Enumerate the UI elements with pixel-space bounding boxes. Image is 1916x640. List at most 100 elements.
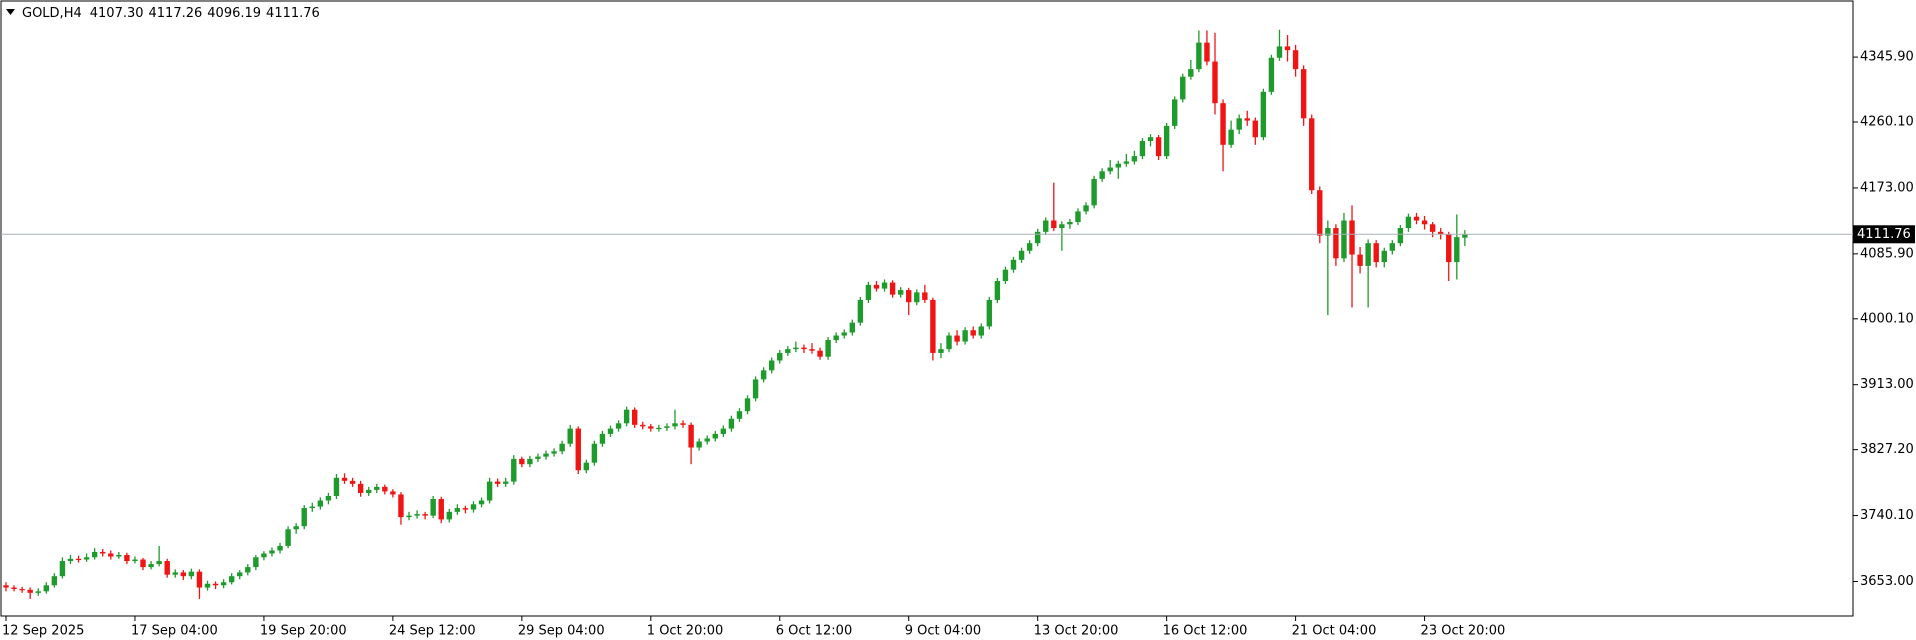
candle-body xyxy=(503,481,509,484)
candle-body xyxy=(156,561,162,565)
candle-body xyxy=(237,572,243,577)
candle-body xyxy=(640,424,646,427)
candle-body xyxy=(1292,50,1299,70)
candle-body xyxy=(535,456,541,459)
candle-body xyxy=(1341,220,1347,259)
y-tick-label: 4260.10 xyxy=(1860,115,1914,130)
candle-body xyxy=(390,491,396,495)
candle-body xyxy=(19,589,25,591)
y-tick-label: 3827.20 xyxy=(1860,442,1914,457)
candle-body xyxy=(511,458,517,482)
candle-body xyxy=(277,545,283,551)
candle-body xyxy=(59,561,66,577)
candle-body xyxy=(1284,46,1291,51)
candle-body xyxy=(132,559,138,562)
candle-body xyxy=(1462,234,1468,238)
candle-body xyxy=(1083,205,1089,212)
candle-body xyxy=(664,426,670,428)
candle-body xyxy=(946,335,952,350)
candle-body xyxy=(1123,161,1130,164)
candle-body xyxy=(188,571,195,577)
candle-body xyxy=(1155,137,1162,157)
candle-body xyxy=(1018,250,1025,260)
candle-body xyxy=(108,553,114,557)
candle-body xyxy=(1373,243,1379,263)
candle-body xyxy=(1446,234,1452,263)
candle-body xyxy=(793,347,799,350)
candle-body xyxy=(1099,171,1105,179)
candle-body xyxy=(1026,243,1033,251)
candle-body xyxy=(478,500,485,505)
candle-body xyxy=(889,282,896,295)
candle-body xyxy=(27,589,33,593)
candle-body xyxy=(1034,231,1041,244)
candle-body xyxy=(357,483,364,493)
candle-body xyxy=(1147,137,1154,142)
candle-body xyxy=(914,292,920,303)
candle-body xyxy=(1325,228,1331,236)
candle-body xyxy=(1429,224,1436,232)
candle-body xyxy=(696,441,702,448)
candle-body xyxy=(1413,216,1420,221)
candle-body xyxy=(769,360,775,371)
candle-body xyxy=(1421,220,1428,225)
candle-body xyxy=(116,554,122,557)
candle-body xyxy=(212,583,219,586)
x-tick-label: 24 Sep 12:00 xyxy=(389,624,476,639)
x-tick-label: 19 Sep 20:00 xyxy=(260,624,347,639)
candle-body xyxy=(591,443,598,463)
collapse-arrow xyxy=(6,9,15,15)
candle-body xyxy=(333,477,340,496)
candle-body xyxy=(446,511,452,520)
candle-body xyxy=(1252,120,1258,138)
candle-body xyxy=(777,352,783,361)
candle-body xyxy=(11,587,17,590)
candle-body xyxy=(430,498,436,516)
candle-body xyxy=(1300,69,1307,119)
candle-body xyxy=(1317,190,1323,236)
candle-body xyxy=(1043,220,1049,232)
y-tick-label: 3913.00 xyxy=(1860,377,1914,392)
candle-body xyxy=(301,508,307,527)
x-tick-label: 1 Oct 20:00 xyxy=(647,624,723,639)
candle-body xyxy=(1051,220,1057,229)
candle-body xyxy=(1180,76,1186,100)
candle-body xyxy=(1389,243,1396,251)
candle-body xyxy=(752,379,759,399)
candle-body xyxy=(938,349,944,353)
candle-body xyxy=(833,335,839,341)
candle-body xyxy=(1010,259,1017,270)
candle-body xyxy=(1357,254,1363,266)
candle-body xyxy=(454,508,461,512)
candle-body xyxy=(1236,118,1242,130)
candle-body xyxy=(1188,69,1194,77)
candle-body xyxy=(172,572,178,575)
candle-body xyxy=(269,550,275,554)
candle-body xyxy=(1244,118,1250,121)
candle-body xyxy=(978,326,984,336)
candle-body xyxy=(309,506,315,509)
plot-frame xyxy=(0,0,1854,617)
open-label: 4107.30 xyxy=(90,6,144,21)
candle-body xyxy=(1212,61,1218,104)
candle-body xyxy=(809,349,815,351)
candle-body xyxy=(180,572,187,577)
low-label: 4096.19 xyxy=(207,6,261,21)
candle-body xyxy=(986,299,993,327)
candle-body xyxy=(760,370,767,380)
candle-body xyxy=(631,409,638,425)
candle-body xyxy=(704,438,710,442)
candle-body xyxy=(551,451,557,454)
candle-body xyxy=(1002,269,1009,282)
candle-body xyxy=(1172,99,1178,126)
candle-body xyxy=(930,299,936,353)
candle-body xyxy=(1397,228,1404,244)
candle-body xyxy=(422,514,428,516)
x-tick-label: 6 Oct 12:00 xyxy=(776,624,852,639)
x-tick-label: 13 Oct 20:00 xyxy=(1034,624,1119,639)
candle-body xyxy=(91,551,98,558)
candle-body xyxy=(583,462,590,471)
candle-body xyxy=(1220,103,1226,145)
candle-body xyxy=(406,515,412,518)
